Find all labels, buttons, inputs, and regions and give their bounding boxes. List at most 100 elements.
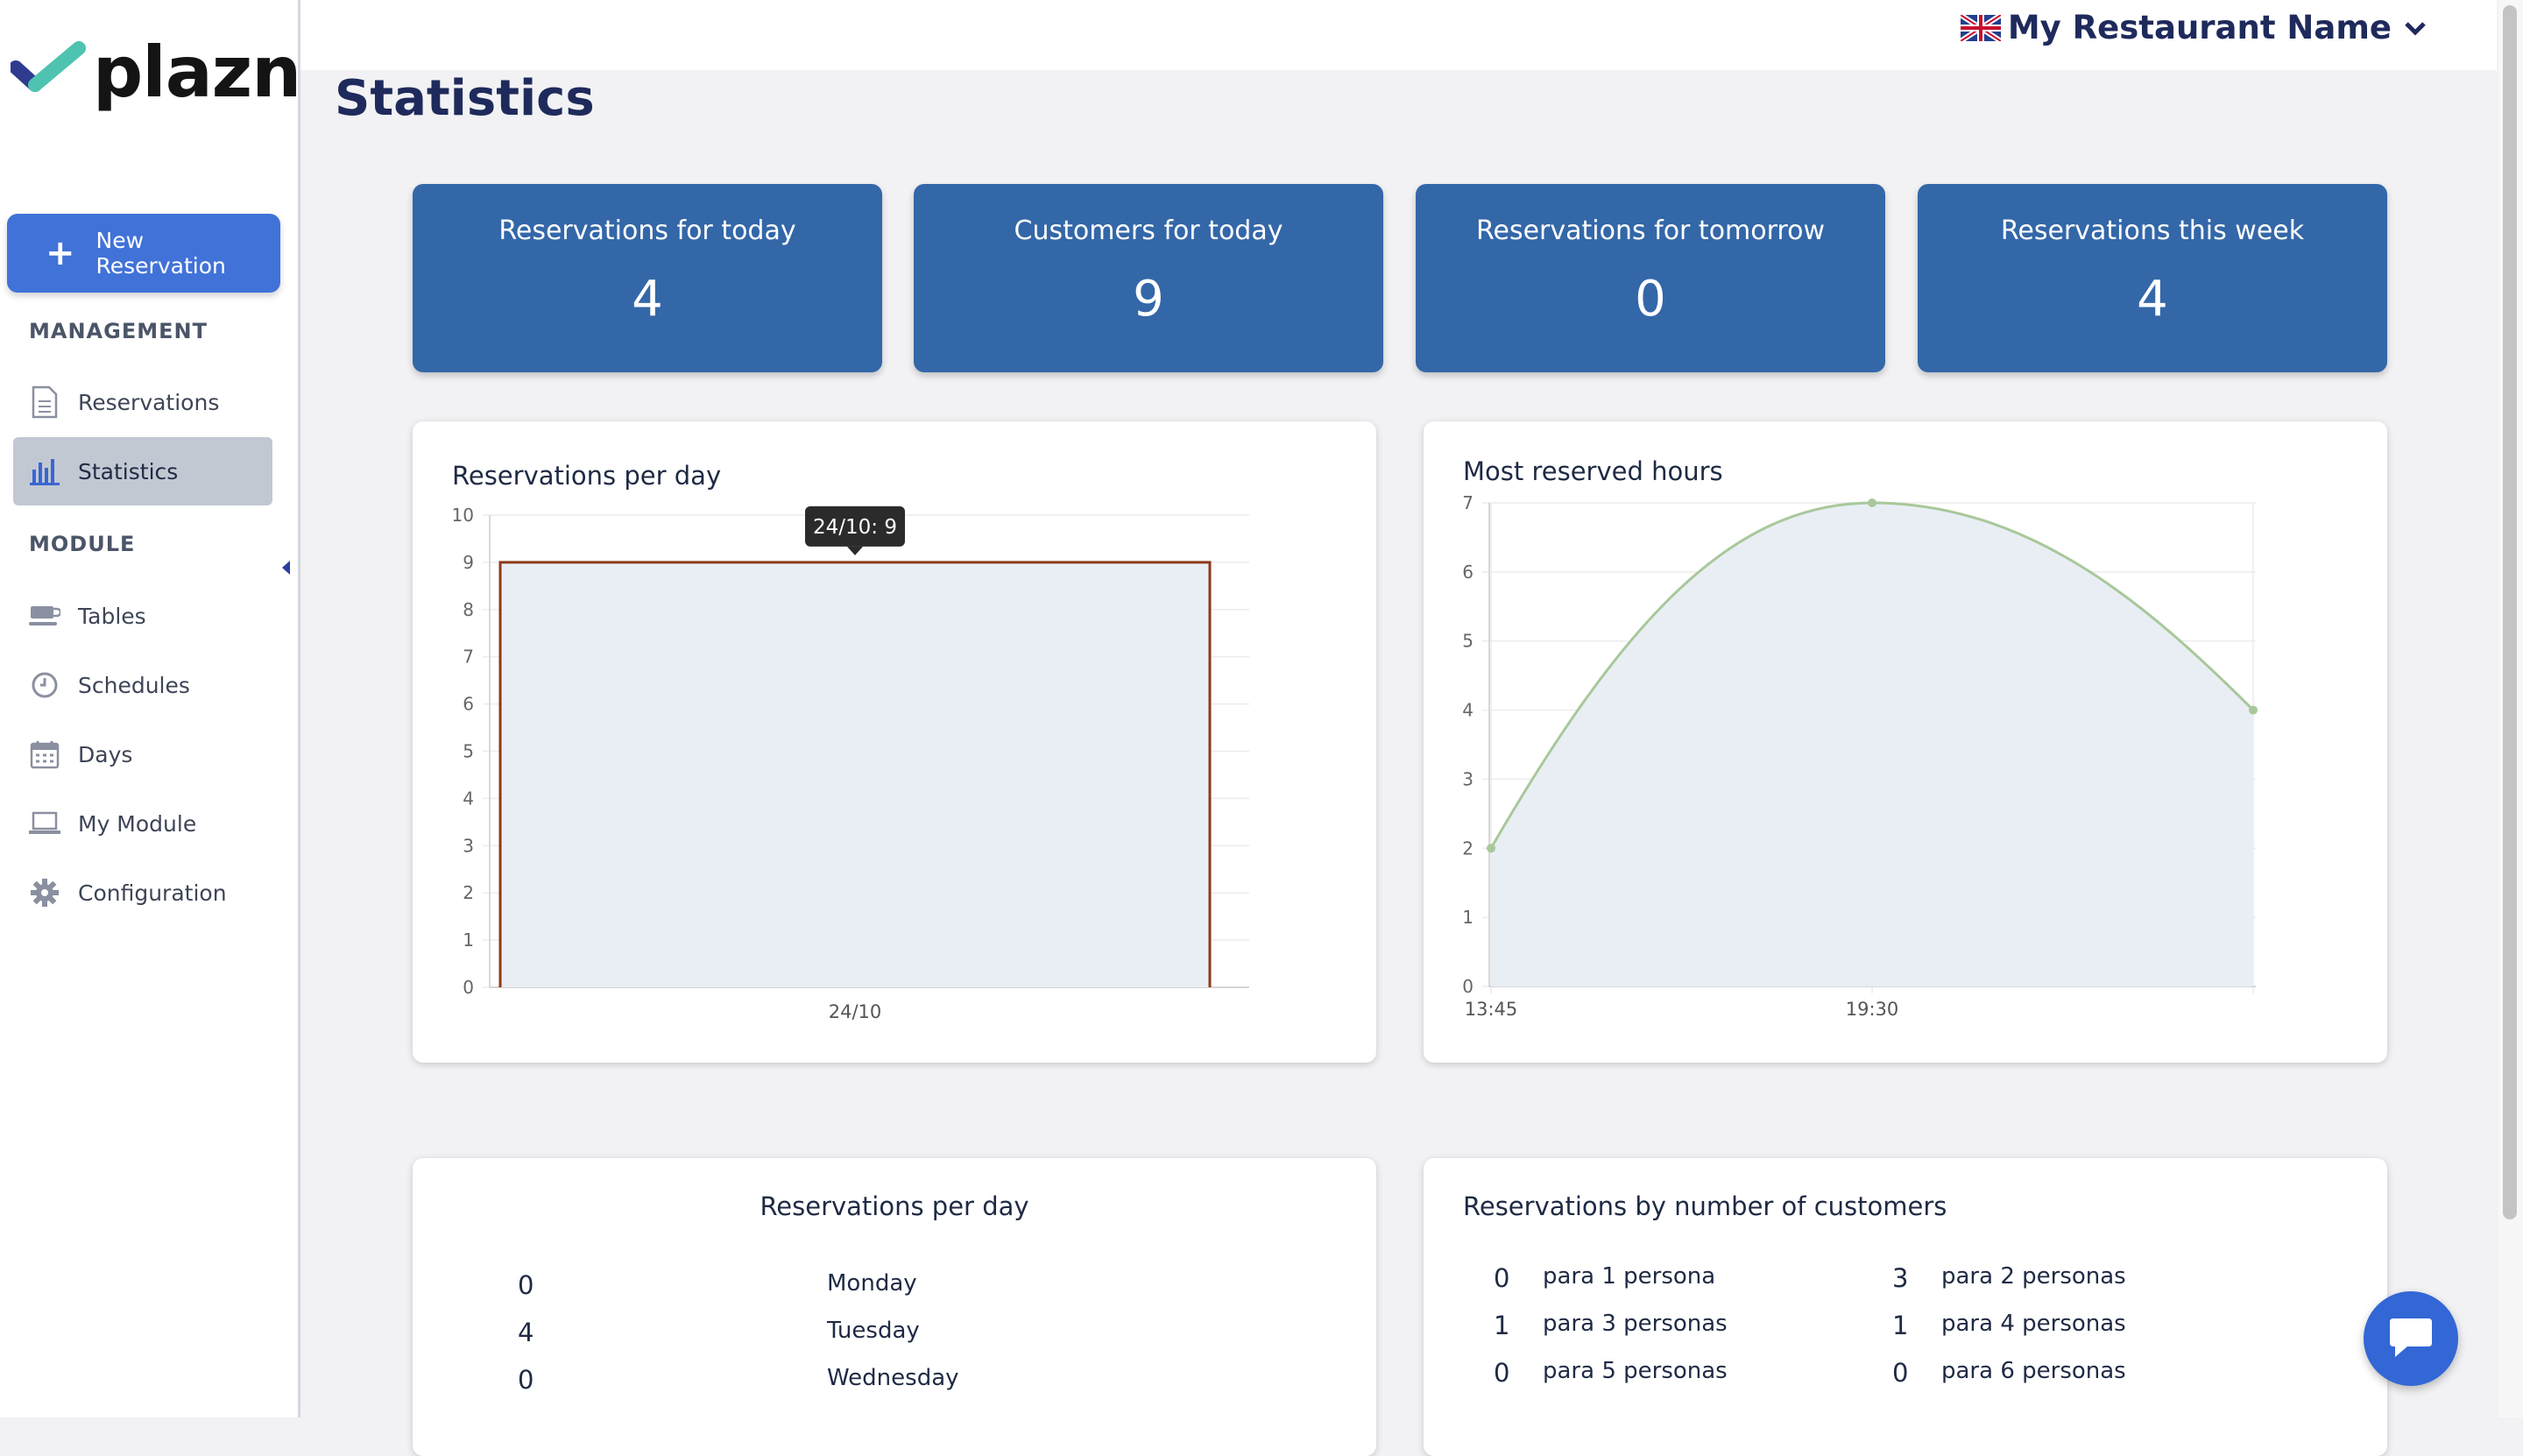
x-tick-label: 19:30 xyxy=(1846,999,1899,1020)
tooltip-box xyxy=(805,505,905,547)
party-count: 1 xyxy=(1892,1311,1909,1340)
sidebar-item-my-module[interactable]: My Module xyxy=(13,789,272,858)
series-line xyxy=(498,561,1212,987)
clock-icon xyxy=(27,668,62,703)
sidebar-item-label: Days xyxy=(78,741,133,767)
y-tick-label: 5 xyxy=(463,741,474,762)
chart-title: Reservations per day xyxy=(452,461,722,491)
party-count: 1 xyxy=(1494,1311,1510,1340)
y-tick-label: 4 xyxy=(463,788,474,809)
day-label: Tuesday xyxy=(827,1318,920,1344)
sidebar-item-tables[interactable]: Tables xyxy=(13,582,272,650)
x-tick-label: 13:45 xyxy=(1465,999,1518,1020)
sidebar-item-label: Tables xyxy=(78,603,146,629)
y-tick-label: 6 xyxy=(1462,562,1474,583)
kpi-value: 4 xyxy=(632,271,663,328)
party-label: para 5 personas xyxy=(1543,1358,1728,1384)
table-title: Reservations by number of customers xyxy=(1463,1191,1947,1221)
y-tick-label: 0 xyxy=(463,977,474,998)
module-section-title: MODULE xyxy=(29,532,136,556)
sidebar-item-label: Configuration xyxy=(78,880,227,906)
sidebar-item-reservations[interactable]: Reservations xyxy=(13,368,272,436)
sidebar-item-schedules[interactable]: Schedules xyxy=(13,651,272,719)
reservations-by-customers-panel: Reservations by number of customers 0 pa… xyxy=(1424,1158,2387,1456)
kpi-card-reservations-tomorrow: Reservations for tomorrow 0 xyxy=(1416,184,1885,372)
y-tick-label: 3 xyxy=(463,835,474,856)
checkmark-logo-icon xyxy=(11,40,86,92)
kpi-card-reservations-today: Reservations for today 4 xyxy=(413,184,882,372)
day-label: Wednesday xyxy=(827,1365,959,1391)
scrollbar-thumb[interactable] xyxy=(2503,5,2517,1219)
chat-button[interactable] xyxy=(2364,1291,2458,1386)
sidebar-item-label: My Module xyxy=(78,810,197,837)
party-count: 3 xyxy=(1892,1263,1909,1293)
gear-icon xyxy=(27,875,62,910)
kpi-card-reservations-week: Reservations this week 4 xyxy=(1918,184,2387,372)
day-count: 0 xyxy=(518,1365,534,1395)
y-tick-label: 3 xyxy=(1462,768,1474,789)
data-point xyxy=(1487,844,1495,853)
party-count: 0 xyxy=(1892,1358,1909,1388)
sidebar-item-label: Reservations xyxy=(78,389,220,415)
series-line xyxy=(1489,501,2255,850)
sidebar-item-days[interactable]: Days xyxy=(13,720,272,788)
sidebar-item-statistics[interactable]: Statistics xyxy=(13,437,272,505)
top-bar: My Restaurant Name xyxy=(300,0,2497,70)
kpi-title: Customers for today xyxy=(1014,216,1283,246)
party-count: 0 xyxy=(1494,1358,1510,1388)
y-tick-label: 7 xyxy=(1462,492,1474,513)
y-tick-label: 2 xyxy=(1462,838,1474,859)
party-count: 0 xyxy=(1494,1263,1510,1293)
page-title: Statistics xyxy=(335,70,595,127)
plazn-logo[interactable]: plazn xyxy=(11,32,301,113)
y-tick-label: 6 xyxy=(463,694,474,715)
y-tick-label: 2 xyxy=(463,882,474,903)
tooltip-pointer xyxy=(847,546,863,555)
y-tick-label: 1 xyxy=(463,929,474,951)
new-reservation-label: New Reservation xyxy=(95,228,226,279)
y-tick-label: 9 xyxy=(463,552,474,573)
reservations-per-day-chart[interactable]: 0 1 2 3 4 5 6 7 8 9 10 24/10 24/10: 9 xyxy=(413,421,1376,1063)
kpi-card-customers-today: Customers for today 9 xyxy=(914,184,1383,372)
uk-flag-icon xyxy=(1960,14,2001,41)
day-count: 4 xyxy=(518,1318,534,1347)
chevron-down-icon xyxy=(2405,21,2426,36)
tooltip-text: 24/10: 9 xyxy=(813,516,897,539)
x-tick-label: 24/10 xyxy=(829,1001,882,1022)
chart-title: Most reserved hours xyxy=(1463,456,1723,486)
plus-icon: + xyxy=(46,233,75,273)
day-count: 0 xyxy=(518,1270,534,1300)
y-tick-label: 0 xyxy=(1462,976,1474,997)
y-tick-label: 1 xyxy=(1462,907,1474,928)
kpi-value: 0 xyxy=(1635,271,1666,328)
y-tick-label: 10 xyxy=(452,505,474,526)
party-label: para 6 personas xyxy=(1941,1358,2126,1384)
sidebar-item-configuration[interactable]: Configuration xyxy=(13,859,272,927)
area-fill xyxy=(1491,503,2253,986)
y-tick-label: 8 xyxy=(463,599,474,620)
kpi-title: Reservations for today xyxy=(498,216,796,246)
area-fill xyxy=(500,562,1210,987)
kpi-value: 4 xyxy=(2137,271,2168,328)
table-title: Reservations per day xyxy=(760,1191,1029,1221)
collapse-sidebar-icon[interactable] xyxy=(282,561,290,575)
restaurant-selector[interactable]: My Restaurant Name xyxy=(1960,9,2427,46)
reservations-per-day-chart-panel: Reservations per day 0 1 2 3 4 5 6 7 8 9 10 24/10 24… xyxy=(413,421,1376,1063)
sidebar-item-label: Statistics xyxy=(78,458,179,484)
kpi-title: Reservations for tomorrow xyxy=(1476,216,1825,246)
most-reserved-hours-chart[interactable]: 0 1 2 3 4 5 6 7 13:45 19:30 xyxy=(1424,421,2387,1063)
management-section-title: MANAGEMENT xyxy=(29,319,208,343)
new-reservation-button[interactable]: + New Reservation xyxy=(7,214,280,293)
party-label: para 4 personas xyxy=(1941,1311,2126,1337)
data-point xyxy=(2249,705,2258,715)
laptop-icon xyxy=(27,806,62,841)
brand-name: plazn xyxy=(93,32,301,113)
party-label: para 1 persona xyxy=(1543,1263,1716,1290)
day-label: Monday xyxy=(827,1270,917,1297)
table-icon xyxy=(27,598,62,633)
chat-bubble-icon xyxy=(2390,1318,2432,1357)
data-point xyxy=(1868,498,1876,507)
reservations-per-day-table-panel: Reservations per day 0 Monday 4 Tuesday … xyxy=(413,1158,1376,1456)
sidebar-item-label: Schedules xyxy=(78,672,190,698)
y-tick-label: 5 xyxy=(1462,631,1474,652)
